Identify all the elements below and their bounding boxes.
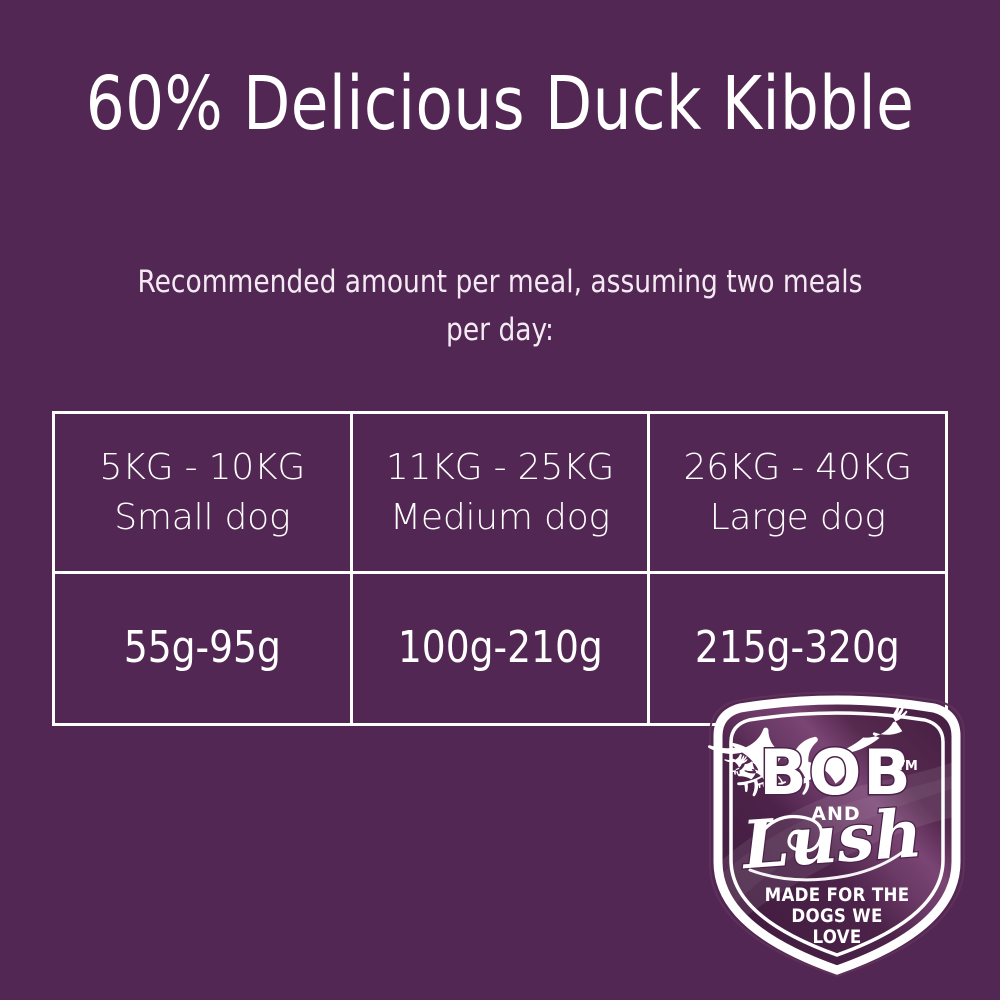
- weight-range-medium: 11KG - 25KG: [385, 446, 615, 488]
- shield-body: [718, 700, 956, 970]
- trademark-symbol: TM: [896, 759, 918, 774]
- brand-logo: BOB TM AND Lush MADE FOR THE DOGS WE LOV…: [706, 691, 968, 978]
- table-cell-weight-large: 26KG - 40KG Large dog: [647, 411, 948, 574]
- table-cell-amount-small: 55g-95g: [52, 571, 353, 726]
- page-title: 60% Delicious Duck Kibble: [85, 61, 915, 147]
- brand-connector-label: AND: [811, 803, 860, 825]
- weight-range-small: 5KG - 10KG: [99, 446, 306, 488]
- table-cell-weight-small: 5KG - 10KG Small dog: [52, 411, 353, 574]
- shield-outer-halo: [709, 691, 965, 978]
- feeding-guide-table: 5KG - 10KG Small dog 11KG - 25KG Medium …: [52, 411, 948, 726]
- table-row: 55g-95g 100g-210g 215g-320g: [52, 571, 948, 726]
- feeding-instructions-subtitle: Recommended amount per meal, assuming tw…: [137, 264, 863, 349]
- script-underline-flourish: [748, 846, 910, 882]
- tagline-line-2: DOGS WE: [791, 906, 882, 927]
- amount-large: 215g-320g: [695, 622, 901, 674]
- dog-size-medium: Medium dog: [390, 496, 610, 538]
- tagline-line-1: MADE FOR THE: [765, 885, 910, 906]
- brand-secondary-label: Lush: [738, 794, 925, 884]
- amount-medium: 100g-210g: [397, 622, 603, 674]
- amount-small: 55g-95g: [123, 622, 281, 674]
- script-flourish: [752, 814, 823, 853]
- table-cell-amount-medium: 100g-210g: [349, 571, 651, 726]
- tagline-line-3: LOVE: [812, 927, 861, 948]
- brand-primary-text: BOB: [758, 735, 912, 811]
- weight-range-large: 26KG - 40KG: [683, 446, 913, 488]
- brand-primary-label: BOB: [759, 736, 912, 809]
- table-cell-weight-medium: 11KG - 25KG Medium dog: [349, 411, 651, 574]
- shield-badge-icon: BOB TM AND Lush MADE FOR THE DOGS WE LOV…: [707, 691, 965, 978]
- dog-size-small: Small dog: [114, 496, 291, 538]
- table-row: 5KG - 10KG Small dog 11KG - 25KG Medium …: [52, 411, 948, 574]
- shield-inner-outline: [729, 711, 945, 957]
- leaping-dog-silhouette-icon: [707, 705, 908, 797]
- shield-outline: [713, 695, 961, 975]
- small-dog-silhouette-icon: [724, 754, 787, 789]
- dog-size-large: Large dog: [709, 496, 886, 538]
